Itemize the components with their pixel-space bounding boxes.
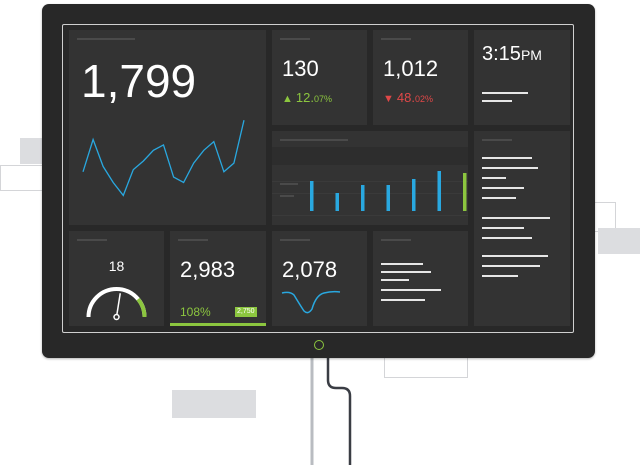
list-line (482, 237, 532, 239)
list-line (482, 217, 550, 219)
bar (412, 179, 416, 211)
metric-a-value: 130 (282, 56, 319, 81)
bar (310, 181, 314, 211)
note-line (381, 271, 431, 273)
note-line (381, 289, 441, 291)
metric-a-delta: ▲ 12.07% (282, 90, 332, 105)
tile-label (77, 38, 135, 40)
tile-bar-chart[interactable] (272, 131, 468, 225)
gauge-dial (86, 287, 147, 321)
chart-band (272, 147, 468, 165)
bar-chart (272, 147, 468, 216)
tile-label (280, 139, 348, 141)
tile-label (280, 239, 310, 241)
chart-band (272, 181, 468, 182)
tile-gauge[interactable]: 18 (69, 231, 164, 326)
up-triangle-icon: ▲ (282, 93, 293, 105)
list-line (482, 227, 524, 229)
tile-main-metric[interactable]: 1,799 (69, 30, 266, 225)
bar (335, 193, 339, 211)
clock-time-value: 3:15 (482, 43, 521, 65)
clock-period: PM (520, 47, 542, 63)
gauge-value: 18 (108, 258, 125, 274)
tile-label (77, 239, 107, 241)
metric-a-delta-decimals: 07% (313, 94, 332, 104)
bar (386, 185, 390, 211)
tile-label (482, 139, 512, 141)
axis-tick-label (280, 195, 294, 197)
down-triangle-icon: ▼ (383, 93, 394, 105)
gauge-needle (115, 293, 121, 318)
bar (463, 173, 467, 211)
clock-line (482, 92, 528, 94)
bar (361, 185, 365, 211)
tile-clock[interactable]: 3:15PM (474, 30, 570, 125)
main-metric-value: 1,799 (81, 55, 197, 107)
monitor: 1,799 130 ▲ 12.07% 1,012 ▼ 48.02% 3:15PM (42, 4, 595, 358)
decor-block-bottom (172, 390, 256, 418)
metric-b-value: 1,012 (383, 56, 439, 81)
list-line (482, 275, 518, 277)
gauge-goal-arc (136, 297, 147, 318)
list-line (482, 167, 538, 169)
note-line (381, 263, 423, 265)
sparkline-line (82, 120, 245, 197)
list-line (482, 255, 548, 257)
list-line (482, 187, 524, 189)
list-line (482, 157, 532, 159)
metric-a-delta-value: 12. (295, 90, 314, 105)
clock-line (482, 100, 512, 102)
power-button[interactable] (314, 340, 324, 350)
tile-goal[interactable]: 2,983 108% 2,750 (170, 231, 266, 326)
tile-text-list[interactable] (474, 131, 570, 326)
metric-b-delta-value: 48. (396, 90, 415, 105)
gauge-hub (113, 313, 120, 321)
tile-trend[interactable]: 2,078 (272, 231, 367, 326)
trend-sparkline (281, 290, 341, 314)
main-sparkline (82, 120, 245, 197)
decor-block-right (598, 228, 640, 254)
metric-b-delta: ▼ 48.02% (383, 90, 433, 105)
tile-label (280, 38, 310, 40)
chart-band (272, 215, 468, 216)
tile-label (381, 239, 411, 241)
note-line (381, 279, 409, 281)
trend-value: 2,078 (282, 257, 338, 282)
bar (437, 171, 441, 211)
chart-band (272, 193, 468, 194)
tile-notes[interactable] (373, 231, 468, 326)
tile-label (178, 239, 208, 241)
list-line (482, 265, 540, 267)
goal-progress-bar (170, 323, 266, 326)
goal-value: 2,983 (180, 257, 236, 282)
goal-target-badge: 2,750 (235, 307, 257, 317)
metric-b-delta-decimals: 02% (414, 94, 433, 104)
note-line (381, 299, 425, 301)
goal-percent: 108% (180, 305, 211, 319)
tile-metric-a[interactable]: 130 ▲ 12.07% (272, 30, 367, 125)
decor-outline-left (0, 165, 46, 191)
screen-frame (62, 24, 574, 333)
list-line (482, 197, 516, 199)
tile-label (381, 38, 411, 40)
clock-time: 3:15PM (482, 43, 542, 66)
list-line (482, 177, 506, 179)
tile-metric-b[interactable]: 1,012 ▼ 48.02% (373, 30, 468, 125)
axis-tick-label (280, 183, 298, 185)
